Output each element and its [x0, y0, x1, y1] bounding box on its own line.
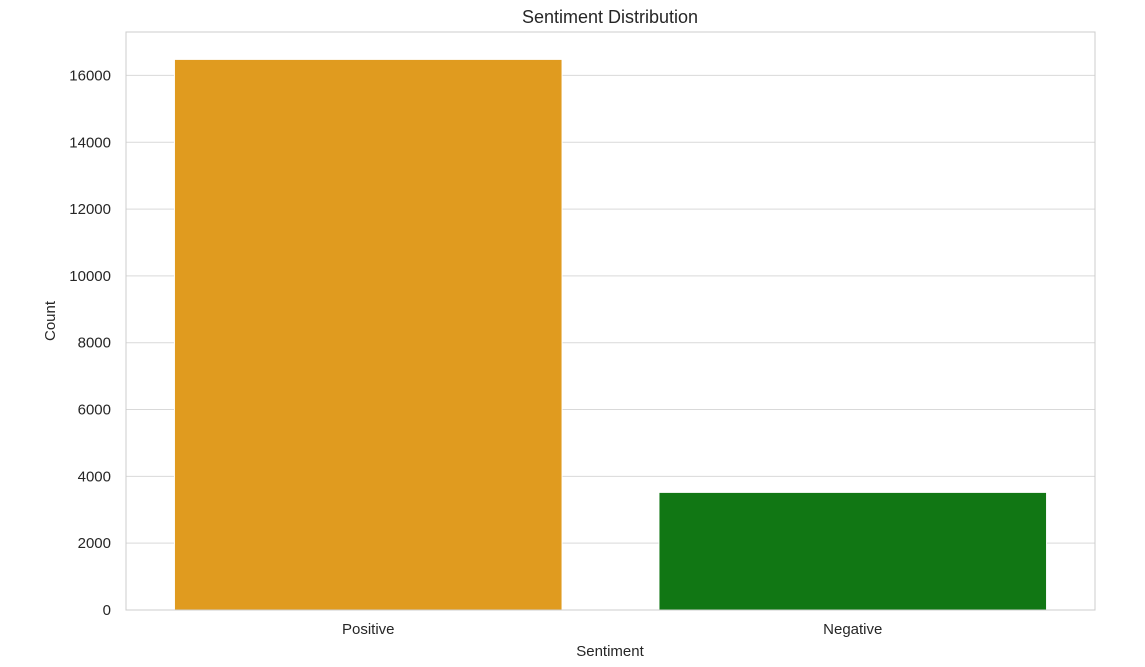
plot-frame — [125, 31, 1096, 611]
bar-negative — [658, 491, 1048, 611]
y-tick-label: 0 — [103, 602, 111, 619]
y-tick-label: 16000 — [69, 67, 111, 84]
y-tick-label: 4000 — [78, 468, 111, 485]
x-tick-label-negative: Negative — [823, 621, 882, 638]
x-tick-labels: Positive Negative — [342, 621, 882, 638]
y-tick-label: 10000 — [69, 268, 111, 285]
bars-layer — [173, 58, 1048, 611]
x-tick-label-positive: Positive — [342, 621, 395, 638]
y-tick-label: 12000 — [69, 201, 111, 218]
y-tick-label: 8000 — [78, 335, 111, 352]
y-tick-label: 14000 — [69, 134, 111, 151]
chart-title: Sentiment Distribution — [522, 7, 698, 27]
y-tick-labels: 0 2000 4000 6000 8000 10000 12000 14000 16000 — [69, 67, 111, 619]
y-tick-label: 2000 — [78, 535, 111, 552]
y-tick-label: 6000 — [78, 402, 111, 419]
bar-positive — [173, 58, 563, 611]
y-axis-label: Count — [42, 300, 59, 341]
x-axis-label: Sentiment — [576, 643, 644, 660]
